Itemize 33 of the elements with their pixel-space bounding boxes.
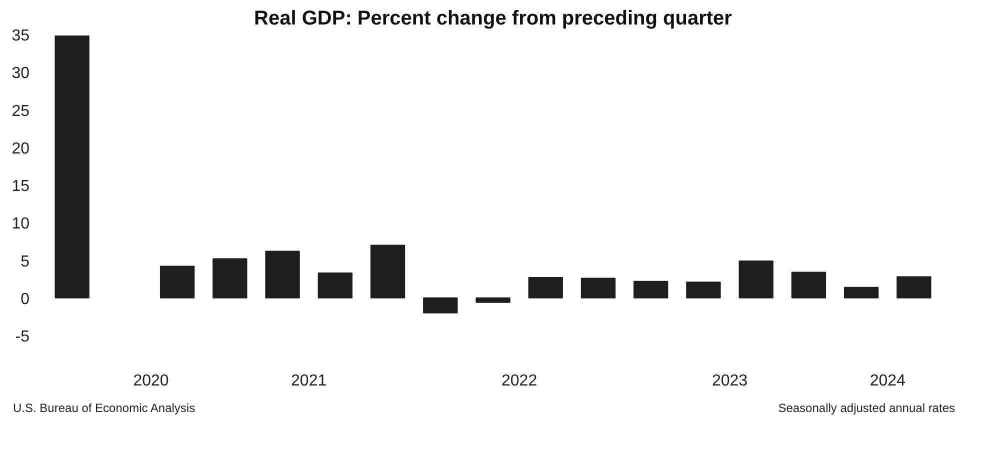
x-tick-label: 2022 — [502, 372, 538, 390]
y-tick-label: 15 — [12, 178, 30, 195]
bar — [370, 244, 406, 298]
bar — [791, 272, 826, 298]
x-tick-label: 2024 — [870, 372, 906, 390]
bar — [738, 260, 774, 298]
bar — [318, 272, 352, 298]
bar — [54, 36, 90, 298]
bar — [686, 282, 721, 298]
bar — [476, 297, 510, 303]
bar — [528, 277, 563, 298]
bar — [580, 278, 616, 298]
y-tick-label: 35 — [12, 28, 30, 44]
bar — [265, 250, 300, 298]
y-tick-label: 20 — [12, 140, 30, 158]
bar — [212, 258, 248, 298]
x-tick-label: 2023 — [712, 372, 748, 390]
bar — [896, 276, 932, 298]
chart-title: Real GDP: Percent change from preceding quarter — [254, 8, 732, 30]
y-tick-label: 25 — [12, 102, 30, 120]
bar — [160, 266, 195, 298]
bar — [634, 280, 668, 298]
bar — [844, 286, 879, 298]
x-tick-label: 2020 — [133, 372, 169, 390]
y-tick-label: 30 — [12, 65, 30, 82]
y-tick-label: -5 — [15, 328, 30, 346]
y-tick-label: 5 — [20, 253, 30, 270]
text: U.S. Bureau of Economic Analysis — [13, 400, 196, 417]
x-tick-label: 2021 — [291, 372, 327, 390]
y-tick-label: 10 — [12, 216, 30, 233]
bar — [423, 297, 458, 314]
text: Seasonally adjusted annual rates — [778, 400, 955, 417]
y-tick-label: 0 — [20, 290, 30, 308]
